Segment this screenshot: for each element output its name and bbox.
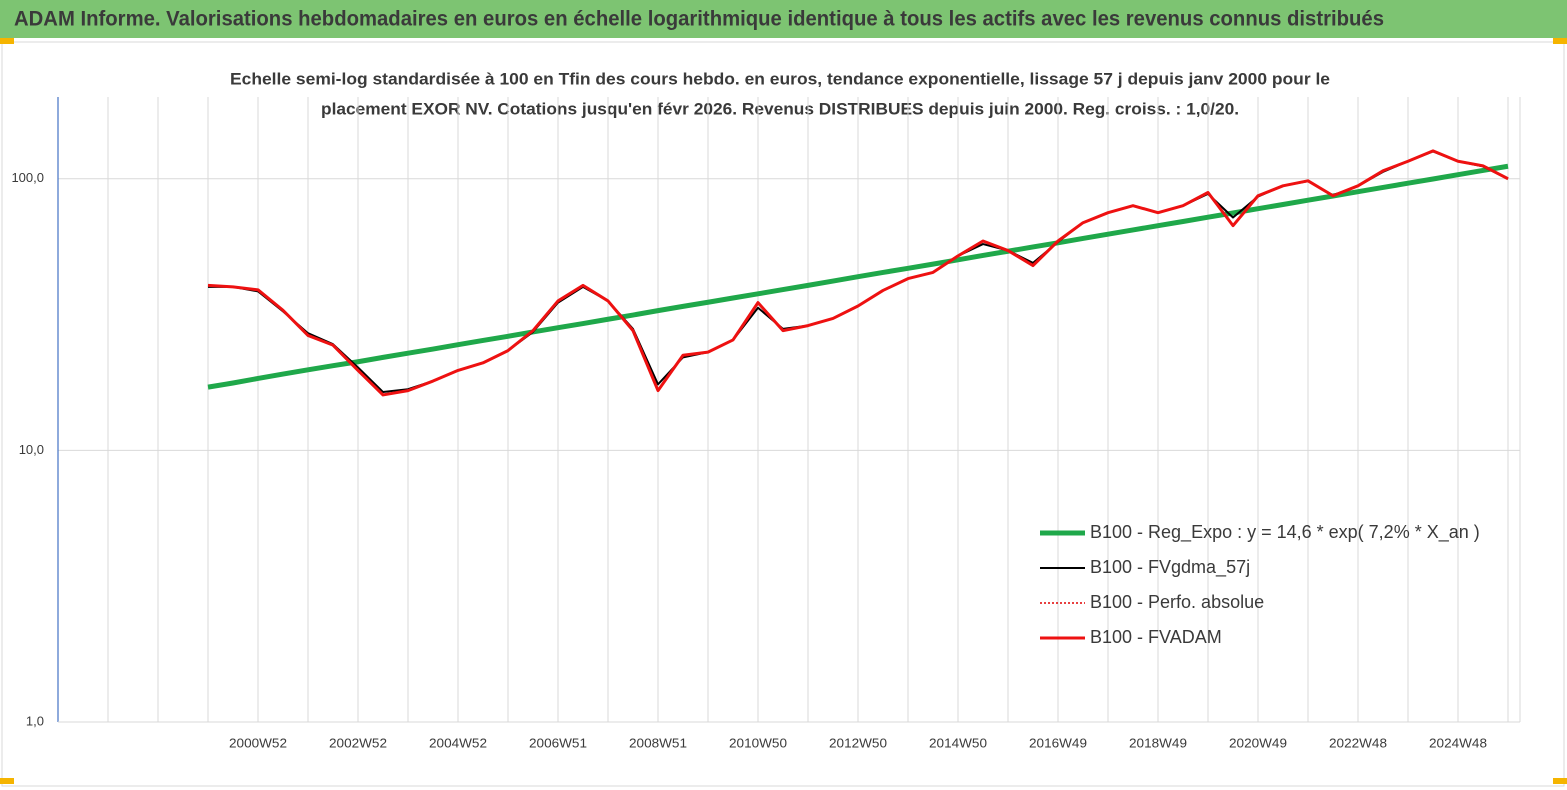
x-tick-label: 2016W49 <box>1029 735 1087 750</box>
chart-title: placement EXOR NV. Cotations jusqu'en fé… <box>321 99 1239 118</box>
header-band <box>0 0 1567 38</box>
x-tick-label: 2002W52 <box>329 735 387 750</box>
series-line <box>207 163 1509 390</box>
x-tick-label: 2004W52 <box>429 735 487 750</box>
y-tick-label: 100,0 <box>11 170 44 185</box>
x-tick-label: 2022W48 <box>1329 735 1387 750</box>
legend-label: B100 - FVgdma_57j <box>1090 557 1250 578</box>
corner <box>0 778 14 784</box>
legend-label: B100 - Perfo. absolue <box>1090 592 1264 612</box>
chart-frame <box>1 41 1565 787</box>
legend-label: B100 - FVADAM <box>1090 627 1222 647</box>
corner <box>0 38 14 44</box>
series-line <box>207 149 1509 397</box>
x-tick-label: 2014W50 <box>929 735 987 750</box>
x-tick-label: 2008W51 <box>629 735 687 750</box>
vertical-grid <box>107 97 1521 722</box>
x-tick-label: 2000W52 <box>229 735 287 750</box>
x-tick-label: 2006W51 <box>529 735 587 750</box>
x-tick-label: 2012W50 <box>829 735 887 750</box>
y-tick-label: 1,0 <box>26 713 44 728</box>
corner <box>1553 38 1567 44</box>
corner <box>1553 778 1567 784</box>
legend-label: B100 - Reg_Expo : y = 14,6 * exp( 7,2% *… <box>1090 522 1480 543</box>
x-tick-label: 2018W49 <box>1129 735 1187 750</box>
x-tick-label: 2024W48 <box>1429 735 1487 750</box>
header-title: ADAM Informe. Valorisations hebdomadaire… <box>14 8 1384 31</box>
x-tick-label: 2010W50 <box>729 735 787 750</box>
x-tick-label: 2020W49 <box>1229 735 1287 750</box>
chart-title: Echelle semi-log standardisée à 100 en T… <box>230 69 1330 88</box>
y-tick-label: 10,0 <box>19 442 44 457</box>
